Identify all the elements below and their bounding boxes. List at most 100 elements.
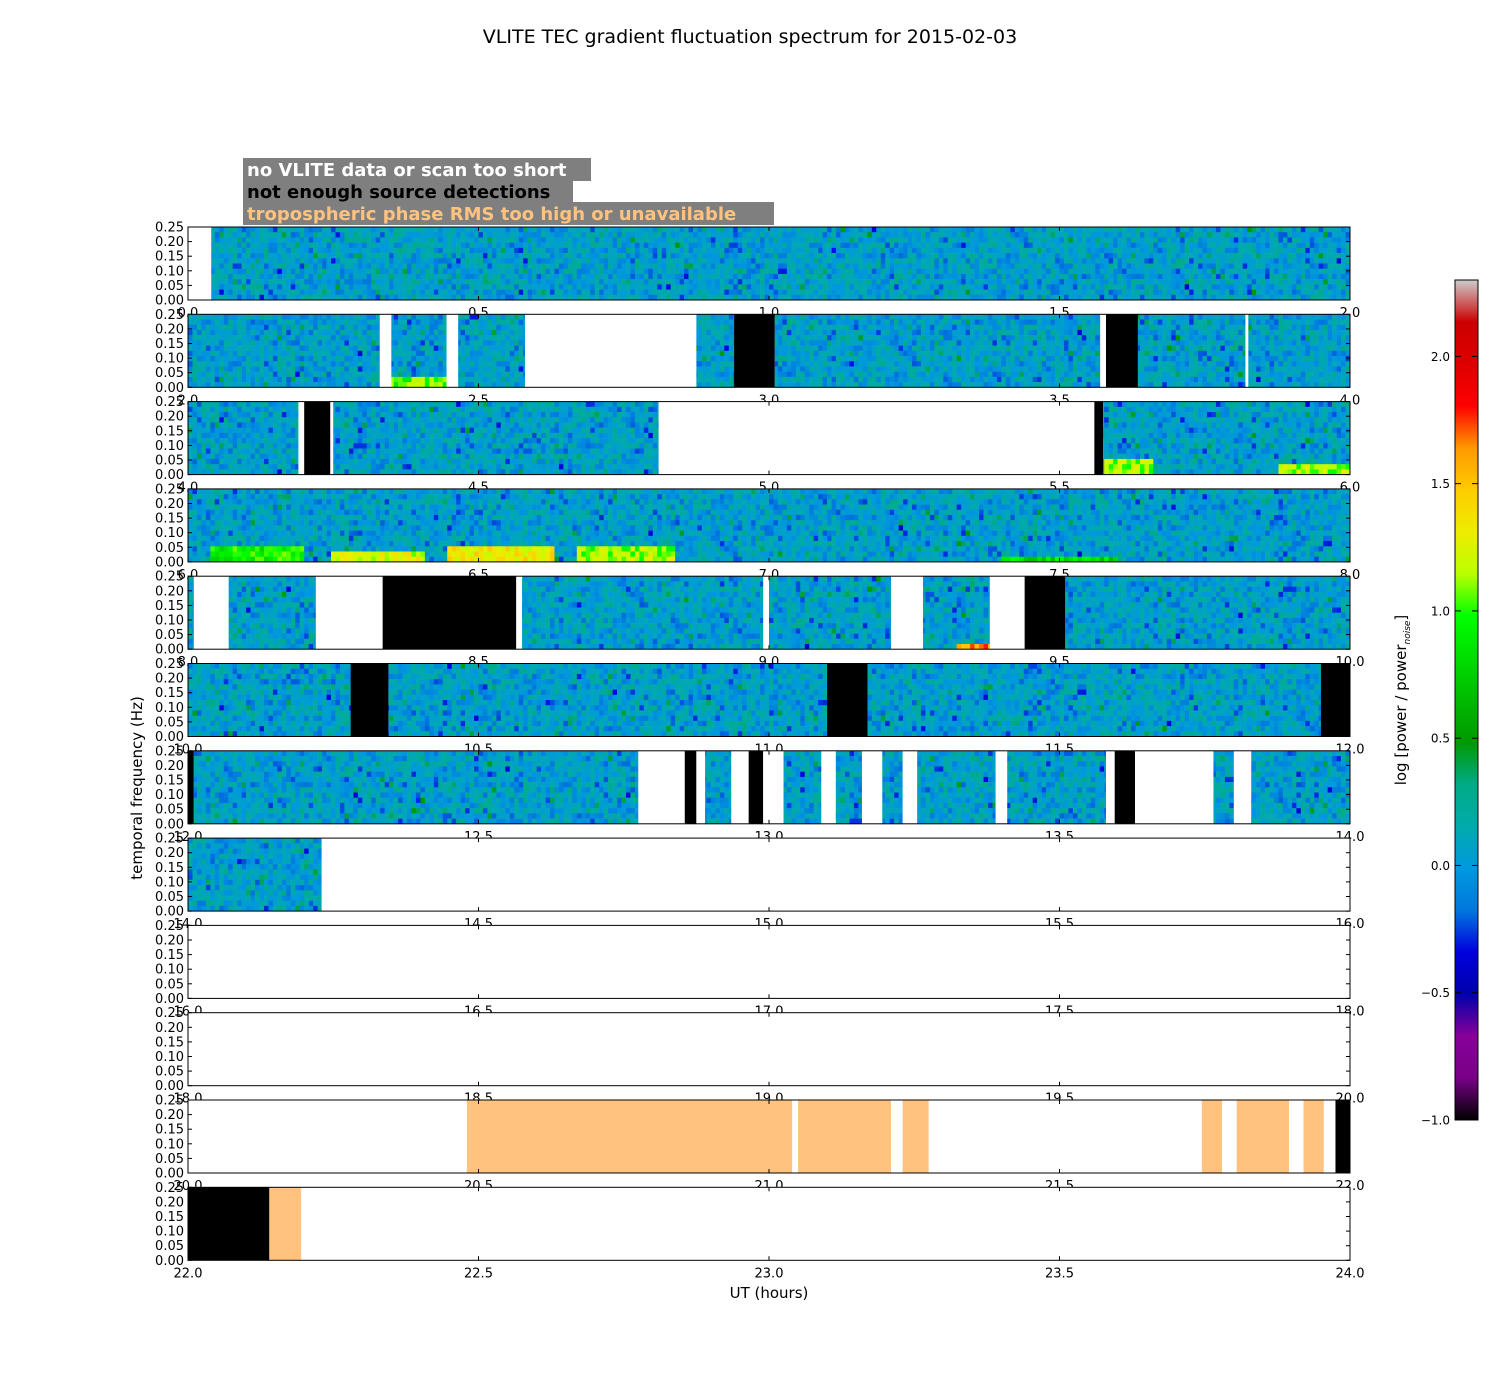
spectrum-cell: [1292, 258, 1297, 264]
spectrum-cell: [197, 320, 202, 326]
spectrum-cell: [255, 227, 260, 233]
spectrum-cell: [371, 372, 376, 378]
spectrum-cell: [523, 243, 528, 249]
spectrum-cell: [778, 330, 783, 336]
spectrum-cell: [434, 382, 439, 388]
spectrum-cell: [1010, 248, 1015, 254]
spectrum-cell: [237, 366, 242, 372]
spectrum-cell: [885, 237, 890, 243]
spectrum-cell: [1064, 258, 1069, 264]
spectrum-cell: [939, 290, 944, 296]
spectrum-cell: [693, 258, 698, 264]
spectrum-cell: [273, 351, 278, 357]
spectrum-cell: [282, 232, 287, 238]
spectrum-cell: [908, 232, 913, 238]
spectrum-cell: [841, 258, 846, 264]
spectrum-cell: [197, 314, 202, 320]
spectrum-cell: [1180, 258, 1185, 264]
spectrum-cell: [1086, 279, 1091, 285]
spectrum-cell: [215, 269, 220, 275]
spectrum-cell: [219, 346, 224, 352]
spectrum-cell: [197, 372, 202, 378]
spectrum-cell: [899, 232, 904, 238]
spectrum-cell: [420, 320, 425, 326]
spectrum-cell: [331, 372, 336, 378]
spectrum-cell: [872, 232, 877, 238]
spectrum-cell: [309, 264, 314, 270]
spectrum-cell: [403, 232, 408, 238]
spectrum-cell: [639, 237, 644, 243]
spectrum-cell: [832, 295, 837, 301]
spectrum-cell: [791, 274, 796, 280]
spectrum-cell: [523, 237, 528, 243]
spectrum-cell: [715, 320, 720, 326]
spectrum-cell: [505, 372, 510, 378]
spectrum-cell: [344, 356, 349, 362]
spectrum-cell: [1216, 227, 1221, 233]
spectrum-cell: [849, 264, 854, 270]
spectrum-cell: [277, 346, 282, 352]
spectrum-cell: [988, 274, 993, 280]
spectrum-cell: [773, 248, 778, 254]
spectrum-cell: [398, 346, 403, 352]
spectrum-cell: [814, 361, 819, 367]
spectrum-cell: [916, 232, 921, 238]
spectrum-cell: [903, 237, 908, 243]
spectrum-cell: [814, 295, 819, 301]
spectrum-cell: [1104, 243, 1109, 249]
spectrum-cell: [465, 377, 470, 383]
spectrum-cell: [201, 340, 206, 346]
spectrum-cell: [1243, 274, 1248, 280]
spectrum-cell: [702, 258, 707, 264]
spectrum-cell: [827, 335, 832, 341]
spectrum-cell: [908, 295, 913, 301]
spectrum-cell: [1055, 284, 1060, 290]
spectrum-cell: [425, 269, 430, 275]
spectrum-cell: [362, 295, 367, 301]
spectrum-cell: [1328, 258, 1333, 264]
spectrum-cell: [805, 361, 810, 367]
spectrum-cell: [747, 237, 752, 243]
spectrum-cell: [1144, 248, 1149, 254]
spectrum-cell: [268, 232, 273, 238]
spectrum-cell: [407, 325, 412, 331]
spectrum-cell: [1301, 232, 1306, 238]
spectrum-cell: [818, 232, 823, 238]
spectrum-cell: [715, 264, 720, 270]
spectrum-cell: [197, 377, 202, 383]
spectrum-cell: [458, 366, 461, 372]
spectrum-cell: [823, 320, 828, 326]
spectrum-cell: [720, 269, 725, 275]
spectrum-cell: [1323, 237, 1328, 243]
spectrum-cell: [890, 279, 895, 285]
spectrum-cell: [465, 356, 470, 362]
spectrum-cell: [371, 377, 376, 383]
spectrum-cell: [501, 269, 506, 275]
spectrum-cell: [528, 258, 533, 264]
spectrum-cell: [492, 382, 497, 388]
spectrum-cell: [809, 314, 814, 320]
spectrum-cell: [952, 264, 957, 270]
spectrum-cell: [528, 274, 533, 280]
spectrum-cell: [438, 243, 443, 249]
spectrum-cell: [246, 243, 251, 249]
spectrum-cell: [434, 314, 439, 320]
spectrum-cell: [340, 366, 345, 372]
spectrum-cell: [635, 269, 640, 275]
spectrum-cell: [1037, 295, 1042, 301]
spectrum-cell: [729, 227, 734, 233]
spectrum-cell: [349, 248, 354, 254]
spectrum-cell: [613, 269, 618, 275]
spectrum-cell: [362, 372, 367, 378]
spectrum-cell: [796, 295, 801, 301]
spectrum-cell: [1203, 264, 1208, 270]
spectrum-cell: [827, 232, 832, 238]
spectrum-cell: [715, 227, 720, 233]
spectrum-cell: [1305, 279, 1310, 285]
spectrum-cell: [470, 253, 475, 259]
spectrum-cell: [796, 258, 801, 264]
spectrum-cell: [814, 243, 819, 249]
spectrum-cell: [653, 274, 658, 280]
spectrum-cell: [738, 290, 743, 296]
spectrum-cell: [447, 232, 452, 238]
